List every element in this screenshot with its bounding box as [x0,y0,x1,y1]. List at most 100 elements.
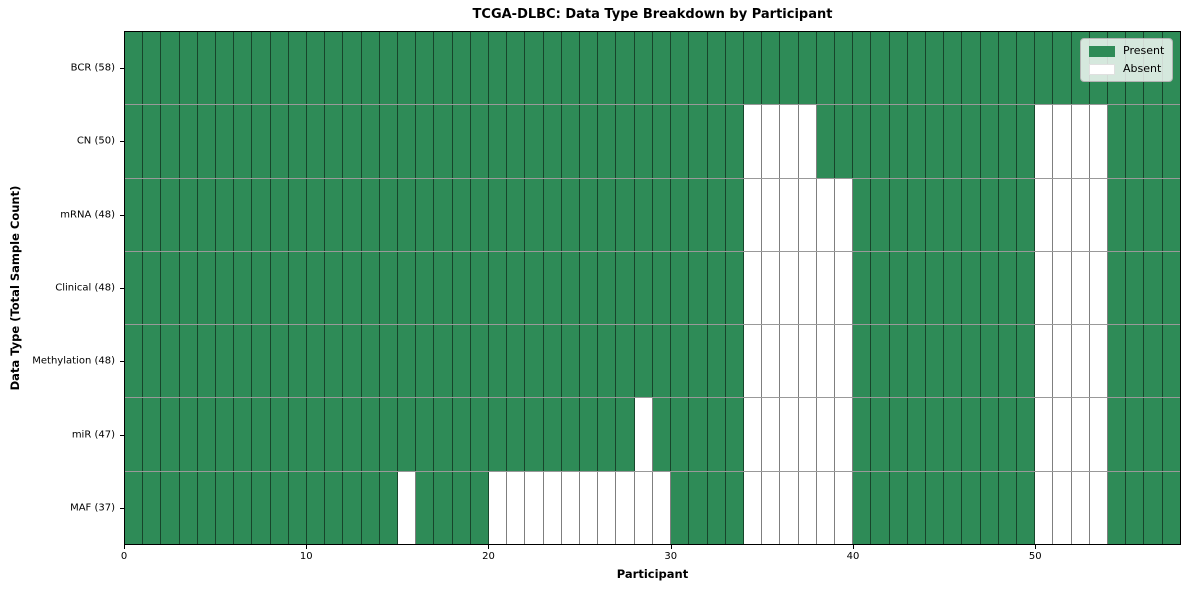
heatmap-cell [1053,325,1072,398]
heatmap-cell [361,471,380,544]
heatmap-cell [762,251,781,325]
heatmap-cell [288,471,308,544]
heatmap-cell [743,178,763,251]
heatmap-cell [307,178,326,251]
heatmap-cell [1144,398,1163,471]
heatmap-cell [762,105,781,178]
heatmap-cell [816,251,835,325]
heatmap-cell [853,325,872,398]
x-tick-label-30: 30 [664,551,678,562]
heatmap-cell [1016,105,1036,178]
heatmap-cell [998,471,1017,544]
heatmap-cell [925,178,945,251]
heatmap-cell [798,471,817,544]
heatmap-cell [179,105,198,178]
heatmap-cell [580,105,599,178]
heatmap-cell [834,32,854,105]
heatmap-cell [561,251,581,325]
chart-title: TCGA-DLBC: Data Type Breakdown by Partic… [472,7,833,22]
heatmap-cell [161,105,180,178]
heatmap-cell [725,178,744,251]
heatmap-cell [616,398,635,471]
heatmap-cell [1107,251,1127,325]
heatmap-cell [234,325,253,398]
heatmap-cell [962,251,981,325]
heatmap-cell [689,251,708,325]
heatmap-cell [143,398,162,471]
heatmap-cell [1107,178,1127,251]
heatmap-cell [288,325,308,398]
heatmap-cell [1126,471,1145,544]
heatmap-cell [361,32,380,105]
heatmap-cell [161,398,180,471]
x-tick-label-50: 50 [1028,551,1042,562]
heatmap-cell [816,398,835,471]
heatmap-cell [143,251,162,325]
heatmap-cell [871,251,890,325]
heatmap-cell [1144,471,1163,544]
x-tick-label-20: 20 [482,551,495,562]
heatmap-cell [707,398,726,471]
heatmap-cell [1035,32,1054,105]
heatmap-cell [725,251,744,325]
heatmap-cell [288,398,308,471]
heatmap-cell [962,325,981,398]
heatmap-cell [816,325,835,398]
heatmap-cell [889,105,908,178]
heatmap-cell [343,178,362,251]
y-tick-label-mir: miR (47) [71,429,115,441]
heatmap-cell [1126,398,1145,471]
heatmap-cell [616,325,635,398]
heatmap-cell [907,325,926,398]
legend-label-absent: Absent [1123,62,1162,75]
heatmap-cell [980,471,999,544]
heatmap-cell [507,398,526,471]
heatmap-cell [270,105,289,178]
heatmap-cell [616,32,635,105]
heatmap-cell [379,398,399,471]
heatmap-cell [1053,251,1072,325]
heatmap-cell [470,32,490,105]
heatmap-row-bcr [125,32,1180,106]
heatmap-cell [216,178,235,251]
y-tick-label-methylation: Methylation (48) [32,355,115,367]
heatmap-cell [580,471,599,544]
heatmap-cell [179,398,198,471]
heatmap-cell [470,178,490,251]
heatmap-cell [725,325,744,398]
heatmap-cell [853,471,872,544]
heatmap-cell [288,178,308,251]
heatmap-cell [1107,398,1127,471]
heatmap-cell [452,32,471,105]
heatmap-cell [398,251,417,325]
heatmap-cell [379,32,399,105]
heatmap-cell [270,398,289,471]
heatmap-cell [543,251,562,325]
heatmap-cell [1089,105,1108,178]
heatmap-cell [652,178,672,251]
heatmap-cell [307,398,326,471]
heatmap-row-methylation [125,325,1180,399]
heatmap-cell [216,251,235,325]
heatmap-cell [689,32,708,105]
heatmap-cell [1089,471,1108,544]
heatmap-cell [798,105,817,178]
heatmap-cell [398,178,417,251]
y-tick-mark [120,288,124,289]
heatmap-cell [1053,178,1072,251]
heatmap-cell [252,178,271,251]
heatmap-cell [743,251,763,325]
heatmap-cell [561,105,581,178]
heatmap-cell [652,251,672,325]
heatmap-cell [343,105,362,178]
heatmap-cell [725,105,744,178]
heatmap-cell [343,32,362,105]
heatmap-cell [343,471,362,544]
heatmap-cell [470,398,490,471]
heatmap-cell [398,105,417,178]
heatmap-cell [980,398,999,471]
heatmap-cell [1162,178,1180,251]
heatmap-cell [871,32,890,105]
heatmap-cell [361,105,380,178]
y-tick-mark [120,361,124,363]
